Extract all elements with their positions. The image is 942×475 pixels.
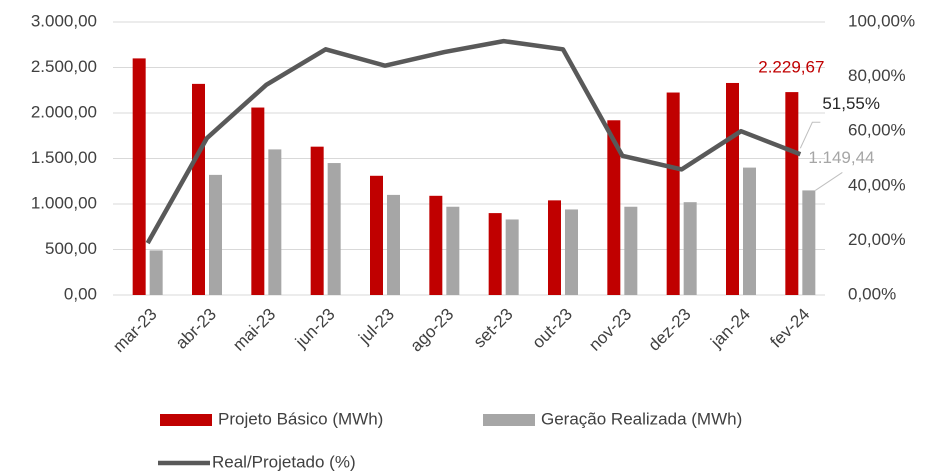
x-tick-label: nov-23 — [585, 305, 635, 355]
legend-label: Geração Realizada (MWh) — [541, 409, 742, 428]
y-tick-label: 1.000,00 — [31, 193, 97, 212]
y2-tick-label: 40,00% — [848, 175, 906, 194]
y-tick-label: 2.000,00 — [31, 102, 97, 121]
x-tick-label: ago-23 — [406, 305, 457, 356]
y2-tick-label: 80,00% — [848, 66, 906, 85]
y-tick-label: 2.500,00 — [31, 57, 97, 76]
bar — [209, 174, 222, 295]
bar — [726, 82, 739, 295]
y2-tick-label: 60,00% — [848, 121, 906, 140]
legend-label: Real/Projetado (%) — [212, 452, 356, 471]
bar — [429, 195, 443, 295]
y-tick-label: 1.500,00 — [31, 148, 97, 167]
bar — [192, 83, 205, 295]
x-tick-label: set-23 — [470, 305, 517, 352]
y2-tick-label: 100,00% — [848, 11, 915, 30]
bar — [607, 120, 621, 295]
y-tick-label: 500,00 — [45, 239, 97, 258]
x-tick-label: abr-23 — [172, 305, 220, 353]
bar — [785, 92, 799, 295]
leader-line — [799, 121, 821, 149]
bar — [327, 163, 341, 295]
bar — [251, 107, 265, 295]
y-tick-label: 3.000,00 — [31, 11, 97, 30]
y2-tick-label: 0,00% — [848, 284, 896, 303]
x-tick-label: mar-23 — [109, 305, 161, 357]
bar — [310, 146, 324, 295]
bar — [743, 167, 756, 295]
bar — [666, 92, 680, 296]
bar — [802, 190, 816, 295]
bar — [149, 250, 163, 295]
data-label: 51,55% — [822, 94, 880, 113]
x-tick-label: out-23 — [528, 305, 576, 353]
legend-swatch — [483, 414, 535, 426]
x-tick-label: fev-24 — [766, 305, 813, 352]
bar — [548, 200, 561, 295]
x-tick-label: mai-23 — [229, 305, 279, 355]
legend-swatch — [160, 414, 212, 426]
bar — [370, 175, 383, 295]
y-tick-label: 0,00 — [64, 284, 97, 303]
bar — [268, 149, 282, 295]
legend-label: Projeto Básico (MWh) — [218, 409, 383, 428]
data-label: 2.229,67 — [758, 58, 824, 77]
x-tick-label: dez-23 — [644, 305, 694, 355]
x-tick-label: jan-24 — [706, 305, 754, 353]
leader-line — [815, 171, 843, 191]
bar — [446, 206, 460, 295]
bar — [505, 219, 519, 295]
bar — [624, 206, 638, 295]
x-tick-label: jul-23 — [354, 305, 398, 349]
bar — [565, 209, 578, 295]
bar — [387, 194, 400, 295]
data-label: 1.149,44 — [808, 148, 874, 167]
x-tick-label: jun-23 — [291, 305, 339, 353]
y2-tick-label: 20,00% — [848, 230, 906, 249]
bar — [132, 58, 146, 296]
bar — [683, 202, 697, 295]
line — [145, 38, 802, 245]
bar — [488, 213, 502, 295]
